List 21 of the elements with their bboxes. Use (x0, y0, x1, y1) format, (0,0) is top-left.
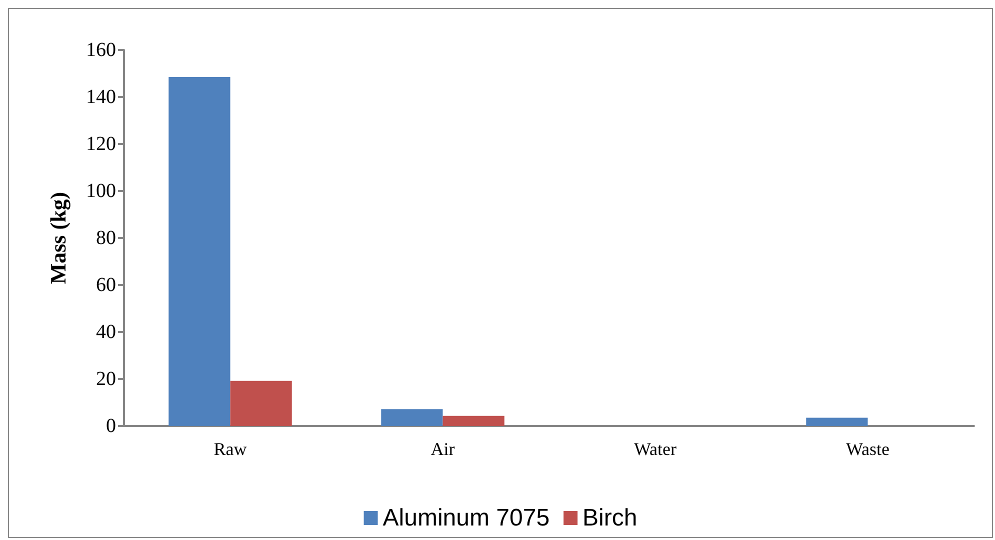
bar (230, 380, 292, 426)
bar (168, 77, 230, 426)
y-tick-label: 20 (96, 368, 116, 390)
bar (381, 409, 443, 426)
y-tick-label: 0 (106, 415, 116, 437)
y-tick-label: 100 (86, 180, 116, 202)
bar (806, 418, 868, 426)
y-tick-label: 120 (86, 133, 116, 155)
y-tick-label: 80 (96, 227, 116, 249)
x-tick-label: Air (430, 439, 455, 459)
legend-label: Aluminum 7075 (382, 504, 550, 532)
y-tick-label: 60 (96, 274, 116, 296)
y-tick-label: 140 (86, 86, 116, 108)
y-axis-title: Mass (kg) (46, 192, 70, 284)
x-tick-label: Raw (214, 439, 247, 459)
x-tick-label: Waste (846, 439, 890, 459)
bar (442, 416, 504, 426)
y-tick-label: 40 (96, 321, 116, 343)
legend-label: Birch (582, 504, 638, 532)
x-tick-label: Water (634, 439, 677, 459)
y-tick-label: 160 (86, 39, 116, 61)
